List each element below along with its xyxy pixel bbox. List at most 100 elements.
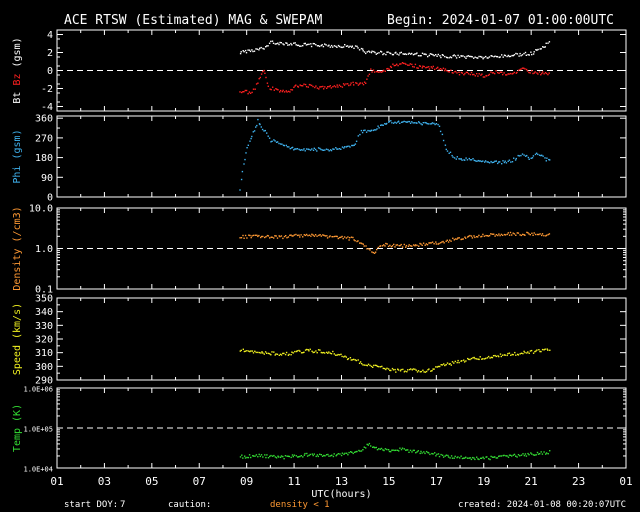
data-point-bz <box>447 70 449 73</box>
data-point-phi <box>548 158 550 161</box>
data-point-bz <box>534 71 536 73</box>
data-point-bz <box>531 70 533 72</box>
data-point-bz <box>316 87 319 89</box>
data-point-bt <box>477 57 479 59</box>
data-point-temp <box>336 454 338 456</box>
x-tick-label: 13 <box>335 475 348 488</box>
y-axis-label-mag: Bt Bz (gsm) <box>12 37 23 103</box>
data-point-temp <box>382 449 384 451</box>
data-point-temp <box>539 453 541 455</box>
data-point-density <box>271 236 273 238</box>
data-point-speed <box>267 352 270 355</box>
data-point-bz <box>272 86 274 88</box>
data-point-phi <box>260 126 262 128</box>
data-point-phi <box>282 144 285 146</box>
data-point-bt <box>410 53 412 55</box>
data-point-bt <box>337 44 340 47</box>
data-point-phi <box>336 148 338 150</box>
data-point-phi <box>403 120 405 123</box>
data-point-density <box>374 251 377 253</box>
data-point-density <box>273 237 275 239</box>
data-point-phi <box>364 129 366 131</box>
data-point-temp <box>331 454 333 456</box>
data-point-temp <box>474 458 476 461</box>
data-point-phi <box>444 144 447 146</box>
x-tick-label: 17 <box>430 475 443 488</box>
data-point-phi <box>279 143 282 145</box>
data-point-bz <box>532 72 534 75</box>
data-point-density <box>376 248 378 251</box>
data-point-temp <box>254 455 256 457</box>
data-point-phi <box>461 159 463 161</box>
data-point-density <box>254 234 256 236</box>
caution-label: caution: <box>168 500 211 510</box>
data-point-speed <box>309 348 311 350</box>
data-point-speed <box>320 351 322 354</box>
data-point-temp <box>541 453 544 455</box>
data-point-bt <box>371 50 373 52</box>
data-point-speed <box>435 366 437 368</box>
data-point-bz <box>324 86 326 88</box>
data-point-bz <box>328 85 330 88</box>
data-point-bz <box>512 72 514 75</box>
data-point-speed <box>519 353 521 355</box>
data-point-speed <box>450 364 452 366</box>
data-point-density <box>303 234 305 236</box>
y-tick-label-speed: 310 <box>35 348 53 359</box>
data-point-bz <box>342 83 345 85</box>
data-point-phi <box>391 122 393 124</box>
data-point-density <box>454 238 457 240</box>
data-point-bt <box>420 55 422 57</box>
data-point-temp <box>255 454 258 456</box>
data-point-temp <box>302 456 304 458</box>
data-point-bz <box>304 83 307 86</box>
data-point-density <box>347 236 349 238</box>
data-point-phi <box>520 154 522 157</box>
data-point-speed <box>288 353 290 356</box>
data-point-temp <box>258 453 260 456</box>
data-point-phi <box>249 140 251 142</box>
data-point-bt <box>272 42 275 44</box>
data-point-temp <box>339 453 341 455</box>
data-point-bz <box>426 66 428 68</box>
data-point-temp <box>419 452 421 455</box>
data-point-phi <box>401 121 403 123</box>
data-point-temp <box>355 451 357 453</box>
data-point-bt <box>262 47 264 50</box>
data-point-temp <box>257 456 259 458</box>
data-point-bz <box>322 85 324 88</box>
data-point-bz <box>423 65 425 68</box>
data-point-speed <box>458 361 460 364</box>
data-point-bt <box>440 56 442 59</box>
data-point-density <box>377 246 379 249</box>
data-point-temp <box>517 454 520 456</box>
data-point-bz <box>412 65 414 68</box>
data-point-temp <box>447 454 449 457</box>
data-point-density <box>411 245 413 247</box>
data-point-temp <box>379 448 381 450</box>
data-point-speed <box>263 353 265 355</box>
data-point-phi <box>240 178 243 181</box>
data-point-density <box>534 233 537 236</box>
data-point-temp <box>512 454 515 456</box>
data-point-bz <box>373 71 376 73</box>
data-point-speed <box>252 352 255 354</box>
data-point-density <box>493 233 495 235</box>
data-point-bz <box>525 68 528 71</box>
data-point-bt <box>330 44 333 47</box>
data-point-temp <box>515 455 517 457</box>
data-point-bz <box>444 68 447 70</box>
data-point-speed <box>541 348 544 351</box>
data-point-bz <box>529 72 531 74</box>
data-point-bz <box>519 68 521 71</box>
data-point-phi <box>250 137 252 140</box>
data-point-speed <box>247 350 250 352</box>
data-point-temp <box>311 453 313 455</box>
data-point-bz <box>368 73 371 75</box>
data-point-density <box>381 245 384 247</box>
data-point-temp <box>370 445 372 447</box>
data-point-phi <box>542 155 544 157</box>
data-point-bt <box>251 49 253 51</box>
data-point-phi <box>488 162 491 164</box>
data-point-density <box>446 239 448 241</box>
